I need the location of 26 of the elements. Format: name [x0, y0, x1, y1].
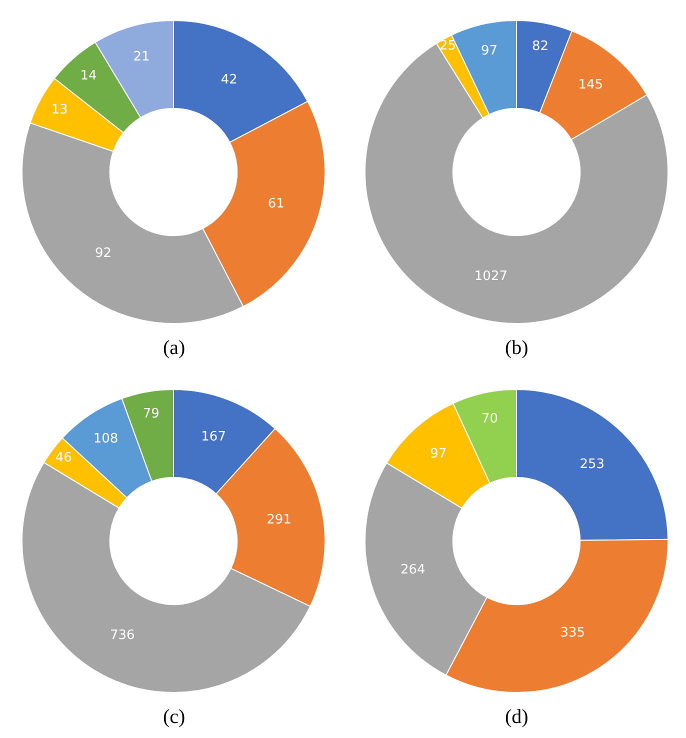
- data-label: 92: [95, 246, 112, 261]
- data-label: 79: [142, 406, 160, 422]
- data-label: 97: [480, 43, 498, 58]
- data-label: 145: [578, 77, 604, 92]
- data-label: 167: [201, 430, 226, 445]
- data-label: 61: [268, 196, 284, 212]
- data-label: 108: [93, 431, 118, 446]
- data-label: 46: [55, 450, 72, 466]
- data-label: 70: [482, 412, 498, 427]
- data-label: 1027: [474, 268, 508, 284]
- data-label: 291: [266, 512, 292, 528]
- data-label: 21: [133, 49, 150, 64]
- data-label: 82: [532, 39, 549, 54]
- data-label: 42: [220, 72, 238, 88]
- data-label: 253: [580, 457, 605, 472]
- data-label: 97: [430, 446, 447, 462]
- data-label: 14: [80, 68, 97, 84]
- text: (b): [505, 337, 528, 359]
- data-label: 13: [51, 102, 68, 118]
- text: (d): [505, 706, 528, 728]
- text: (c): [163, 706, 186, 728]
- data-label: 264: [400, 562, 426, 578]
- data-label: 736: [110, 628, 135, 644]
- data-label: 25: [440, 38, 456, 54]
- text: (a): [163, 337, 186, 359]
- data-label: 335: [560, 625, 586, 640]
